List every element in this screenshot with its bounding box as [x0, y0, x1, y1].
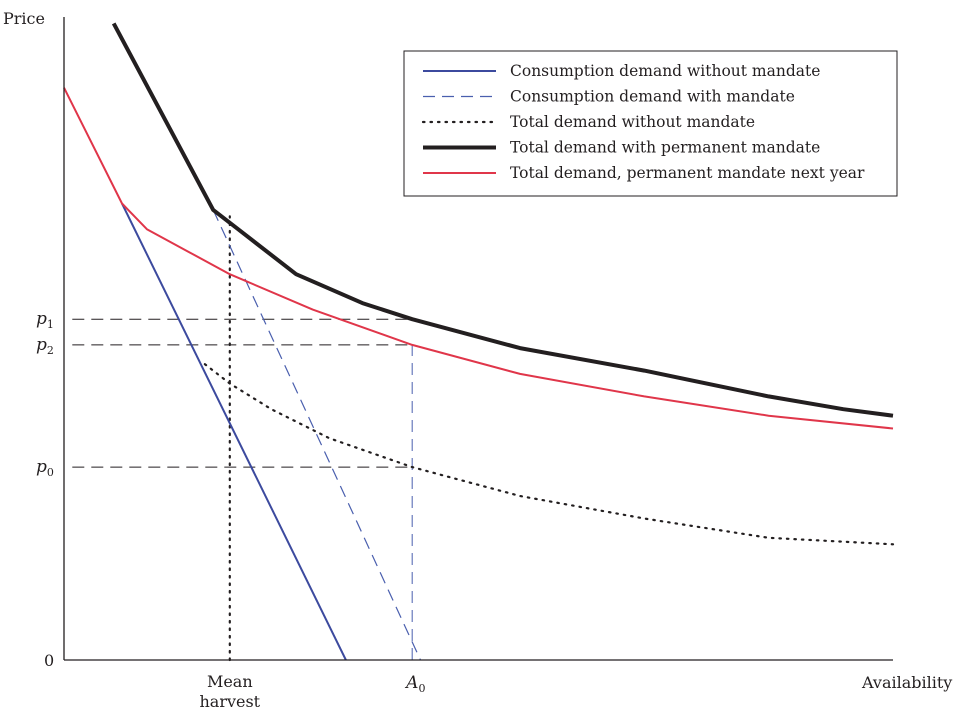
y-axis-label: Price	[3, 9, 45, 28]
y-tick-p1: p1	[36, 309, 54, 331]
series-consumption-demand-with-mandate	[212, 209, 422, 661]
series-total-demand-permanent-mandate-next-year	[63, 87, 894, 430]
axes: Price Availability	[3, 9, 952, 692]
legend-label-4: Total demand with permanent mandate	[510, 139, 820, 157]
series-consumption-demand-without-mandate	[121, 203, 347, 661]
y-tick-p0: p0	[36, 457, 54, 479]
x-tick-a0: A0	[404, 673, 425, 695]
x-tick-mean-harvest-line-1: Mean	[207, 672, 253, 691]
y-tick-p2: p2	[36, 335, 54, 357]
legend: Consumption demand without mandate Consum…	[403, 50, 898, 197]
x-axis-label: Availability	[861, 673, 952, 692]
legend-label-5: Total demand, permanent mandate next yea…	[510, 164, 865, 182]
legend-label-1: Consumption demand without mandate	[510, 62, 820, 80]
legend-label-2: Consumption demand with mandate	[510, 88, 795, 106]
series-layer	[63, 22, 895, 661]
guide-lines	[72, 215, 413, 662]
y-tick-zero: 0	[44, 651, 54, 670]
series-total-demand-without-mandate	[203, 363, 895, 546]
legend-label-3: Total demand without mandate	[510, 113, 755, 131]
x-tick-mean-harvest-line-2: harvest	[199, 692, 260, 711]
legend-box	[403, 50, 898, 197]
series-total-demand-with-permanent-mandate	[111, 22, 894, 418]
